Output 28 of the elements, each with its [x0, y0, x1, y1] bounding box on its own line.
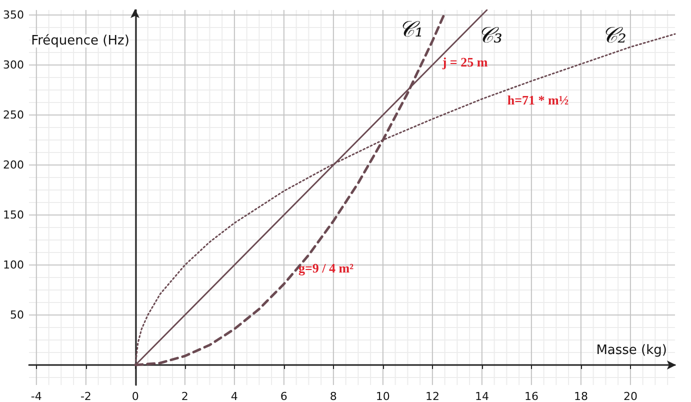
x-tick-label: 2	[181, 390, 188, 402]
x-tick-label: 18	[574, 390, 588, 402]
annotation: g=9 / 4 m²	[298, 260, 354, 276]
annotation: 𝒞₁	[398, 18, 424, 42]
annotation: h=71 * m½	[507, 92, 569, 108]
x-tick-label: 8	[330, 390, 337, 402]
x-tick-label: 12	[425, 390, 440, 402]
x-axis-title: Masse (kg)	[596, 343, 667, 358]
y-tick-label: 100	[2, 258, 24, 272]
x-tick-label: 0	[132, 390, 139, 402]
x-tick-label: -2	[80, 390, 92, 402]
y-tick-label: 50	[10, 308, 24, 322]
y-tick-label: 350	[2, 8, 24, 22]
x-tick-label: -4	[30, 390, 42, 402]
annotation: j = 25 m	[441, 54, 488, 70]
x-tick-label: 4	[230, 390, 238, 402]
annotation: 𝒞₂	[602, 24, 626, 48]
x-tick-label: 6	[280, 390, 288, 402]
y-tick-label: 250	[2, 108, 24, 122]
y-axis-title: Fréquence (Hz)	[31, 34, 130, 48]
x-tick-label: 14	[474, 390, 489, 402]
y-tick-label: 150	[2, 208, 24, 222]
x-tick-label: 16	[524, 390, 538, 402]
y-tick-label: 300	[2, 58, 24, 72]
x-tick-label: 10	[376, 390, 390, 402]
y-tick-label: 200	[2, 158, 24, 172]
annotation: 𝒞₃	[478, 24, 502, 48]
x-tick-label: 20	[623, 390, 638, 402]
